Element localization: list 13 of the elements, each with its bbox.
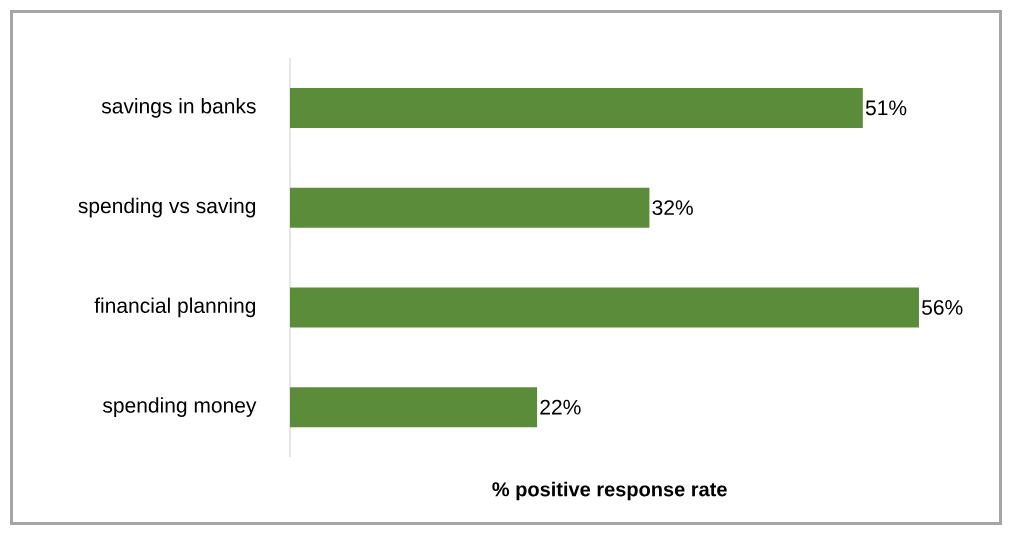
y-tick-label: financial planning xyxy=(94,297,256,318)
data-label: 56% xyxy=(922,299,963,315)
x-axis-title: % positive response rate xyxy=(492,481,727,501)
bar xyxy=(290,287,919,328)
bar xyxy=(290,87,863,128)
y-tick-label: spending money xyxy=(102,397,257,417)
y-tick-label: savings in banks xyxy=(101,98,256,118)
data-label: 51% xyxy=(865,100,907,116)
data-label: 22% xyxy=(540,399,581,415)
bar xyxy=(290,187,650,228)
data-label: 32% xyxy=(652,200,693,216)
y-tick-label: spending vs saving xyxy=(78,197,256,218)
bar xyxy=(290,387,538,428)
